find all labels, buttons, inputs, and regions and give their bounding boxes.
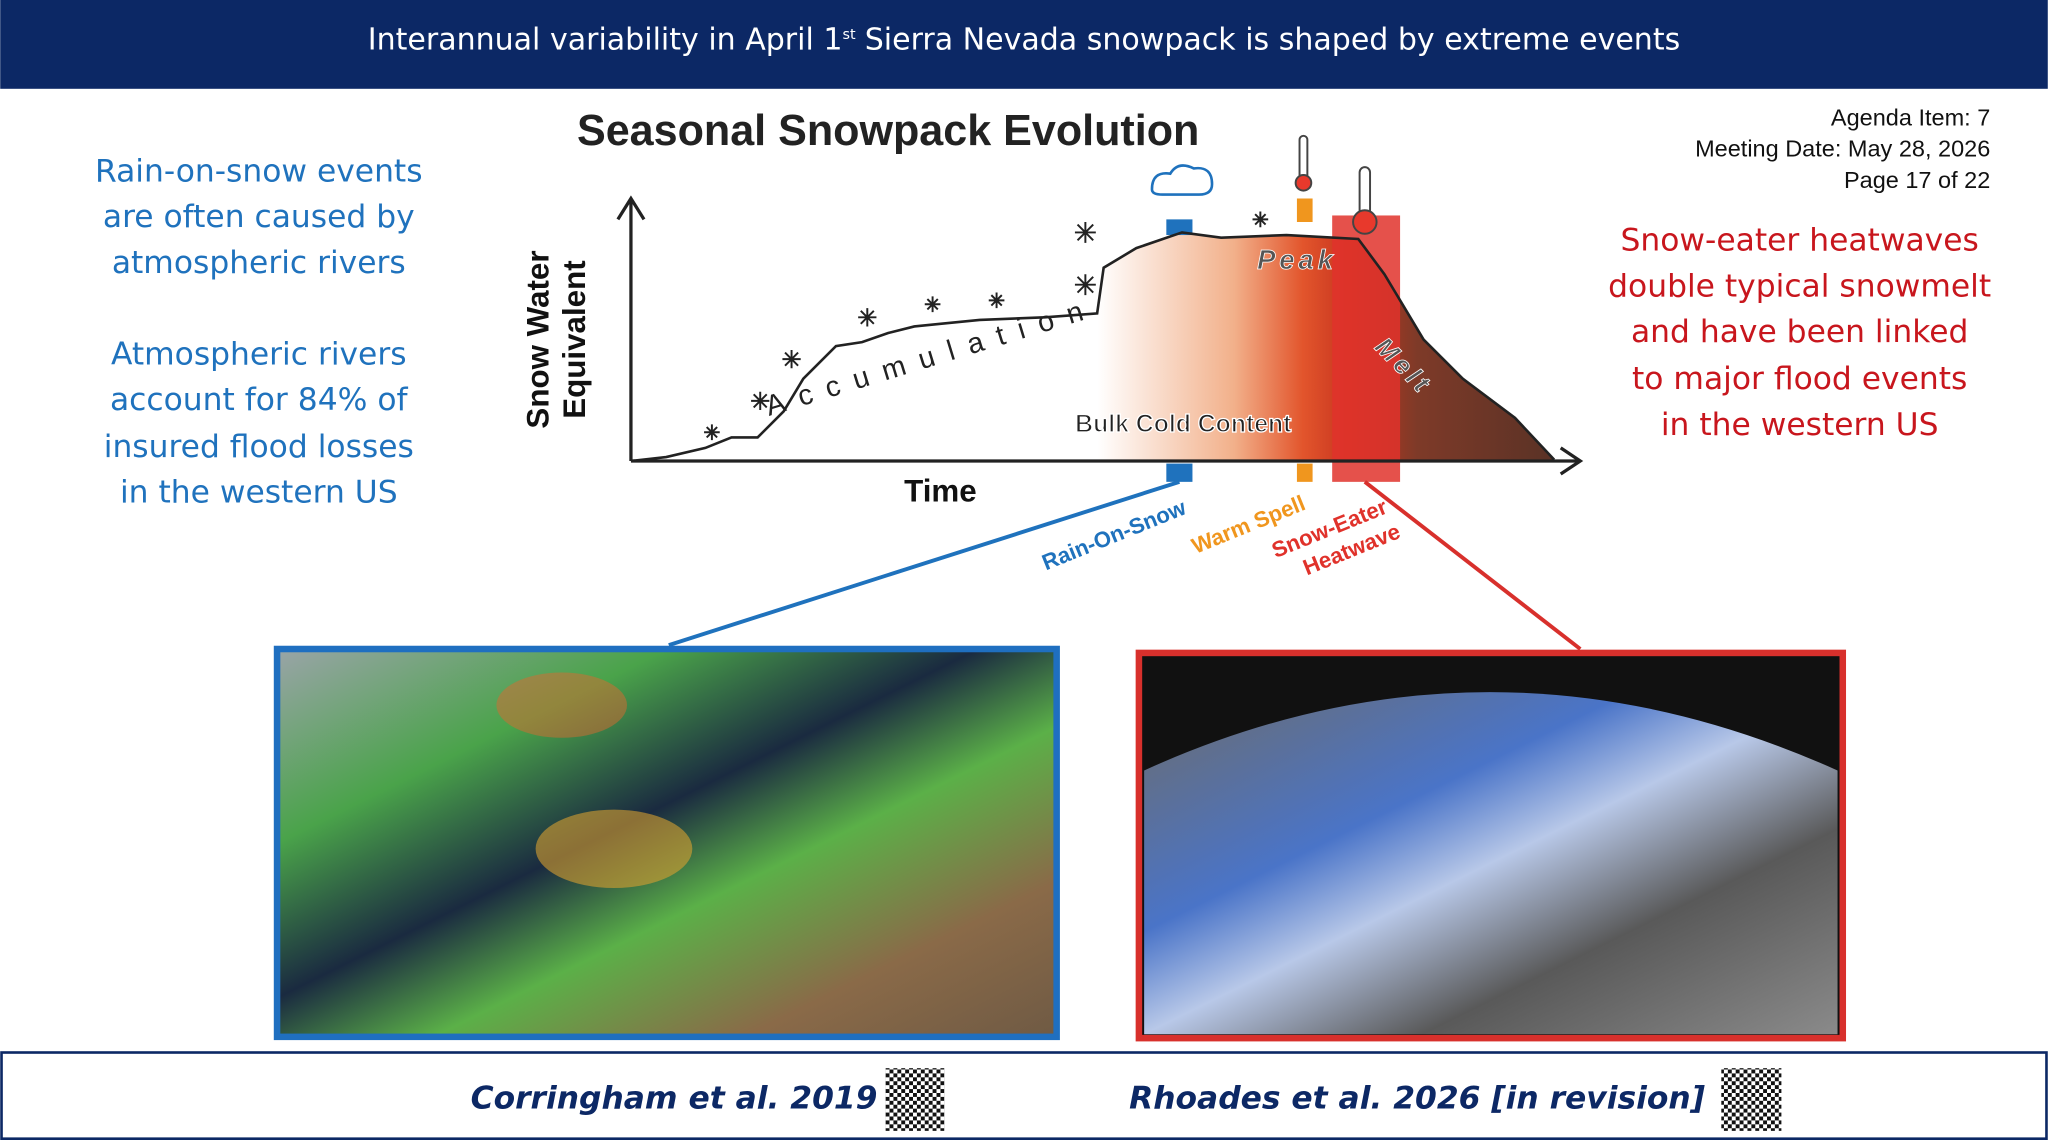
cloud-icon xyxy=(1150,164,1214,196)
citation: Corringham et al. 2019 xyxy=(471,1081,878,1117)
image-detail xyxy=(535,809,693,888)
rain-bar xyxy=(1166,463,1193,482)
qr-code xyxy=(1721,1068,1782,1131)
agenda-line: Agenda Item: 7 xyxy=(1831,104,1990,130)
y-axis-label: Snow Water xyxy=(521,250,556,428)
image-detail xyxy=(1144,692,1838,1035)
note-line: account for 84% of xyxy=(110,382,409,418)
note-line: in the western US xyxy=(1661,407,1939,443)
note-line: double typical snowmelt xyxy=(1608,268,1991,304)
citation: Rhoades et al. 2026 [in revision] xyxy=(1129,1081,1706,1117)
note-line: and have been linked xyxy=(1631,314,1968,350)
note-line: are often caused by xyxy=(103,199,415,235)
snowpack-curve xyxy=(630,231,1556,463)
snowflakes xyxy=(704,211,1269,441)
phase-label: Peak xyxy=(1257,244,1337,275)
image-detail xyxy=(496,672,628,738)
title-superscript: st xyxy=(842,27,855,43)
note-line: atmospheric rivers xyxy=(112,245,406,281)
y-axis-label: Equivalent xyxy=(557,260,592,419)
note-line: insured flood losses xyxy=(104,429,414,465)
phase-label: Accumulation xyxy=(762,291,1101,422)
diagram-title: Seasonal Snowpack Evolution xyxy=(577,107,1199,155)
header-title: Interannual variability in April 1st Sier… xyxy=(368,23,1680,58)
note-line: Atmospheric rivers xyxy=(111,336,407,372)
heatwave-bar xyxy=(1332,215,1401,482)
agenda-line: Page 17 of 22 xyxy=(1844,167,1990,193)
header-bar xyxy=(0,0,2048,89)
qr-code xyxy=(885,1068,945,1131)
title-part: Interannual variability in April 1 xyxy=(368,23,843,58)
event-label: Rain-On-Snow xyxy=(1038,494,1190,575)
note-line: in the western US xyxy=(120,475,398,511)
rain-bar xyxy=(1166,219,1193,236)
connector xyxy=(1363,480,1582,651)
note-line: Snow-eater heatwaves xyxy=(1621,223,1979,259)
x-axis-label: Time xyxy=(904,473,977,508)
agenda-line: Meeting Date: May 28, 2026 xyxy=(1695,136,1990,162)
warm-bar xyxy=(1296,198,1313,222)
axes xyxy=(616,195,1584,476)
thermometer-icons xyxy=(1294,134,1378,235)
warm-bar xyxy=(1296,463,1313,482)
connector xyxy=(668,479,1180,647)
snowpack-area xyxy=(1097,232,1555,460)
footer-bar xyxy=(0,1051,2048,1140)
note-line: Rain-on-snow events xyxy=(95,154,423,190)
phase-label: Bulk Cold Content xyxy=(1075,411,1291,438)
title-part: Sierra Nevada snowpack is shaped by extr… xyxy=(865,23,1680,58)
note-line: to major flood events xyxy=(1632,361,1967,397)
